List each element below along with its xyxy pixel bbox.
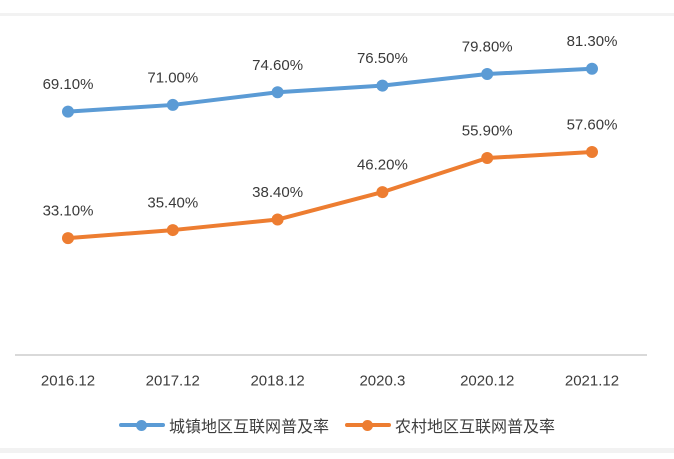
data-label-urban: 81.30% — [567, 33, 618, 50]
top-divider — [0, 13, 674, 16]
data-point-rural — [166, 224, 179, 237]
legend-item-urban: 城镇地区互联网普及率 — [118, 413, 329, 437]
data-point-rural — [62, 232, 74, 245]
legend-line-marker-urban-icon — [118, 419, 165, 431]
data-point-rural — [586, 146, 598, 159]
data-label-urban: 79.80% — [462, 39, 513, 56]
data-label-rural: 33.10% — [43, 203, 94, 220]
x-tick-label: 2018.12 — [250, 373, 304, 390]
data-point-rural — [481, 152, 494, 165]
data-point-urban — [271, 86, 284, 99]
legend-label-urban: 城镇地区互联网普及率 — [168, 419, 329, 436]
data-point-urban — [166, 98, 179, 111]
legend-dot-urban — [135, 419, 147, 431]
data-point-urban — [62, 105, 74, 118]
data-point-urban — [586, 62, 598, 75]
x-tick-label: 2016.12 — [41, 373, 95, 390]
data-point-rural — [376, 186, 389, 199]
data-label-rural: 46.20% — [357, 157, 408, 174]
x-tick-label: 2021.12 — [565, 373, 619, 390]
chart-legend: 城镇地区互联网普及率 农村地区互联网普及率 — [0, 413, 674, 437]
data-label-rural: 55.90% — [462, 123, 513, 140]
data-point-urban — [376, 79, 389, 92]
series-line-rural — [66, 150, 594, 241]
data-label-rural: 35.40% — [147, 195, 198, 212]
data-label-rural: 38.40% — [252, 184, 303, 201]
data-label-urban: 76.50% — [357, 50, 408, 67]
data-label-urban: 74.60% — [252, 57, 303, 74]
legend-label-rural: 农村地区互联网普及率 — [395, 419, 556, 436]
series-line-urban — [66, 66, 594, 114]
data-point-urban — [481, 68, 494, 81]
data-label-rural: 57.60% — [567, 117, 618, 134]
x-tick-label: 2017.12 — [146, 373, 200, 390]
x-tick-label: 2020.12 — [460, 373, 514, 390]
legend-dot-rural — [362, 419, 373, 431]
bottom-divider — [0, 448, 674, 453]
data-label-urban: 71.00% — [147, 69, 198, 86]
x-tick-label: 2020.3 — [359, 373, 405, 390]
legend-line-marker-rural-icon — [345, 419, 391, 431]
data-label-urban: 69.10% — [43, 76, 94, 93]
data-point-rural — [271, 213, 284, 226]
legend-item-rural: 农村地区互联网普及率 — [345, 413, 555, 437]
